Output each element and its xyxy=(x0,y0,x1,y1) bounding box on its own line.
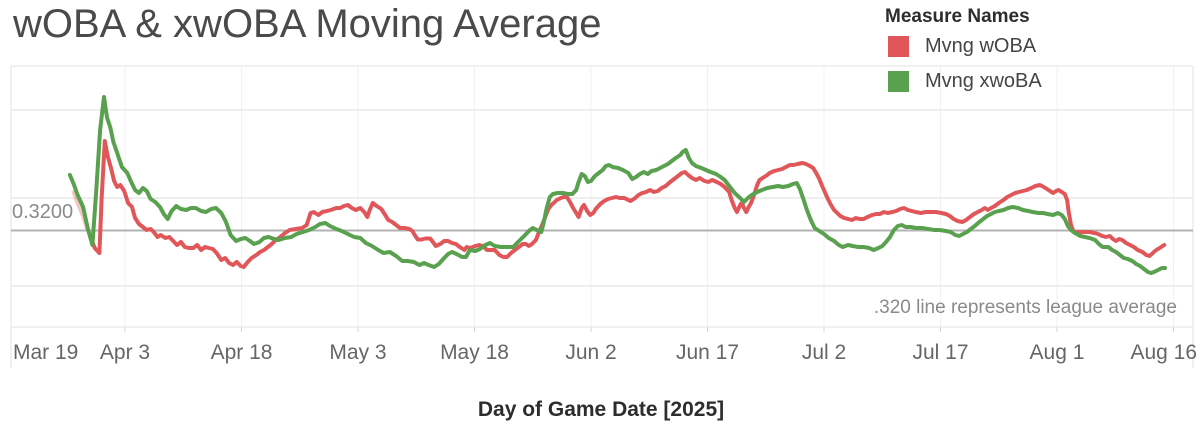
x-axis-label: Jun 2 xyxy=(565,341,617,364)
x-axis-label: Aug 1 xyxy=(1029,341,1085,364)
x-axis-title: Day of Game Date [2025] xyxy=(477,398,725,421)
league-average-annotation: .320 line represents league average xyxy=(873,297,1177,318)
x-axis-label: May 3 xyxy=(329,341,387,364)
xwoba-color-swatch xyxy=(888,70,909,92)
legend-title: Measure Names xyxy=(885,6,1030,27)
x-axis-label: Mar 19 xyxy=(13,341,79,364)
x-axis-label: Apr 18 xyxy=(210,341,273,364)
x-axis-label: Jul 2 xyxy=(801,341,847,364)
x-axis-label: May 18 xyxy=(440,341,509,364)
x-axis-label: Apr 3 xyxy=(99,341,151,364)
legend-item-label: Mvng xwoBA xyxy=(925,69,1042,92)
x-axis-label: Aug 16 xyxy=(1130,341,1197,364)
reference-line-label: 0.3200 xyxy=(12,201,74,223)
x-axis-tick-labels: Mar 19 Apr 3 Apr 18 May 3 May 18 Jun 2 Jun 17 J… xyxy=(0,341,1202,365)
x-axis-label: Jun 17 xyxy=(675,341,740,364)
legend-item-mvng-woba[interactable]: Mvng wOBA xyxy=(888,35,1036,57)
legend-item-label: Mvng wOBA xyxy=(925,34,1037,57)
mvng-woba-line[interactable] xyxy=(88,139,1167,269)
mvng-xwoba-line[interactable] xyxy=(67,95,1167,275)
x-axis-label: Jul 17 xyxy=(912,341,969,364)
legend-item-mvng-xwoba[interactable]: Mvng xwoBA xyxy=(888,70,1042,92)
chart-title: wOBA & xwOBA Moving Average xyxy=(13,2,602,46)
woba-color-swatch xyxy=(888,35,909,57)
